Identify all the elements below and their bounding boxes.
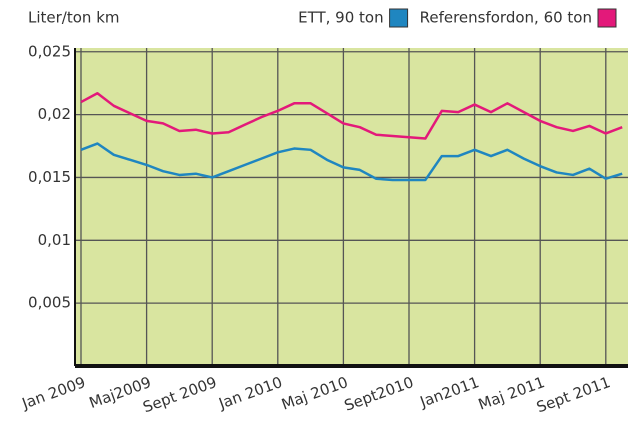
x-tick-label: Maj 2010 [279,373,350,414]
x-tick-label: Jan 2010 [216,373,285,413]
legend-swatch [389,8,409,28]
x-tick-label: Jan2011 [417,373,482,411]
legend-swatch [597,8,617,28]
y-tick-label: 0,01 [38,231,71,249]
x-tick-label: Sept2010 [342,373,416,415]
series-line [80,142,623,182]
y-tick-label: 0,005 [28,294,71,312]
y-tick-label: 0,025 [28,42,71,60]
series-line [80,91,623,140]
plot-background [75,48,628,366]
x-tick-label: Sept 2009 [140,373,219,416]
y-tick-label: 0,02 [38,105,71,123]
y-axis-label: Liter/ton km [28,9,120,27]
legend-label: ETT, 90 ton [298,9,384,27]
legend-label: Referensfordon, 60 ton [420,9,592,27]
x-tick-label: Jan 2009 [19,373,88,413]
y-tick-label: 0,015 [28,168,71,186]
x-tick-label: Sept 2011 [534,373,613,416]
